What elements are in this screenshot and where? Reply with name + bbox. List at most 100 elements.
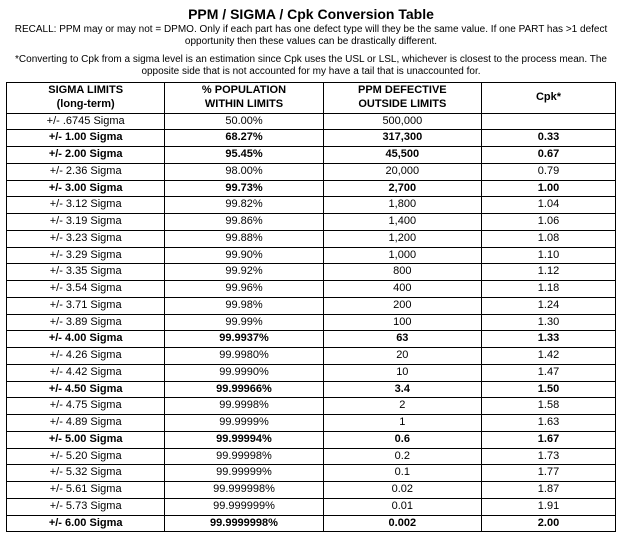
cell-population: 98.00% [165, 163, 323, 180]
cell-population: 99.9998% [165, 398, 323, 415]
cell-sigma: +/- 3.29 Sigma [7, 247, 165, 264]
cell-cpk: 1.08 [481, 230, 615, 247]
col-header-pop-l1: % POPULATION [202, 84, 286, 96]
table-row: +/- 1.00 Sigma68.27%317,3000.33 [7, 130, 616, 147]
cell-ppm: 3.4 [323, 381, 481, 398]
cell-sigma: +/- 4.75 Sigma [7, 398, 165, 415]
table-body: +/- .6745 Sigma50.00%500,000+/- 1.00 Sig… [7, 113, 616, 532]
cell-cpk: 0.79 [481, 163, 615, 180]
cell-ppm: 800 [323, 264, 481, 281]
table-row: +/- 3.23 Sigma99.88%1,2001.08 [7, 230, 616, 247]
table-row: +/- 3.71 Sigma99.98%2001.24 [7, 297, 616, 314]
cell-sigma: +/- 3.89 Sigma [7, 314, 165, 331]
cell-population: 99.9937% [165, 331, 323, 348]
cell-cpk: 1.18 [481, 281, 615, 298]
cell-ppm: 500,000 [323, 113, 481, 130]
cell-ppm: 20 [323, 348, 481, 365]
table-row: +/- 3.89 Sigma99.99%1001.30 [7, 314, 616, 331]
conversion-table-page: PPM / SIGMA / Cpk Conversion Table RECAL… [0, 0, 622, 557]
cell-population: 68.27% [165, 130, 323, 147]
cell-cpk: 1.47 [481, 364, 615, 381]
cell-cpk: 1.87 [481, 482, 615, 499]
cell-population: 99.99994% [165, 431, 323, 448]
cell-sigma: +/- 3.35 Sigma [7, 264, 165, 281]
cell-sigma: +/- 5.20 Sigma [7, 448, 165, 465]
cell-cpk: 1.67 [481, 431, 615, 448]
cell-sigma: +/- 4.26 Sigma [7, 348, 165, 365]
table-row: +/- 4.42 Sigma99.9990%101.47 [7, 364, 616, 381]
conversion-table: SIGMA LIMITS (long-term) % POPULATION WI… [6, 82, 616, 532]
col-header-sigma-l2: (long-term) [57, 98, 115, 110]
cell-ppm: 317,300 [323, 130, 481, 147]
cell-cpk: 0.33 [481, 130, 615, 147]
col-header-cpk: Cpk* [481, 83, 615, 114]
cell-population: 99.73% [165, 180, 323, 197]
table-row: +/- 2.00 Sigma95.45%45,5000.67 [7, 147, 616, 164]
cell-population: 99.99% [165, 314, 323, 331]
table-row: +/- 3.12 Sigma99.82%1,8001.04 [7, 197, 616, 214]
footnote-text: *Converting to Cpk from a sigma level is… [14, 54, 608, 78]
cell-population: 99.88% [165, 230, 323, 247]
cell-cpk: 1.24 [481, 297, 615, 314]
table-row: +/- 4.26 Sigma99.9980%201.42 [7, 348, 616, 365]
cell-cpk: 1.33 [481, 331, 615, 348]
table-row: +/- 5.73 Sigma99.999999%0.011.91 [7, 498, 616, 515]
table-row: +/- 5.00 Sigma99.99994%0.61.67 [7, 431, 616, 448]
table-row: +/- .6745 Sigma50.00%500,000 [7, 113, 616, 130]
cell-cpk: 1.91 [481, 498, 615, 515]
cell-sigma: +/- 5.61 Sigma [7, 482, 165, 499]
table-header-row: SIGMA LIMITS (long-term) % POPULATION WI… [7, 83, 616, 114]
cell-cpk: 1.00 [481, 180, 615, 197]
cell-cpk: 1.73 [481, 448, 615, 465]
cell-population: 99.86% [165, 214, 323, 231]
cell-sigma: +/- 6.00 Sigma [7, 515, 165, 532]
table-row: +/- 2.36 Sigma98.00%20,0000.79 [7, 163, 616, 180]
cell-cpk: 1.06 [481, 214, 615, 231]
cell-population: 99.96% [165, 281, 323, 298]
table-row: +/- 3.00 Sigma99.73%2,7001.00 [7, 180, 616, 197]
cell-ppm: 400 [323, 281, 481, 298]
cell-population: 99.99966% [165, 381, 323, 398]
cell-population: 99.9999% [165, 415, 323, 432]
table-row: +/- 4.75 Sigma99.9998%21.58 [7, 398, 616, 415]
cell-sigma: +/- 5.32 Sigma [7, 465, 165, 482]
cell-population: 99.82% [165, 197, 323, 214]
cell-population: 99.9990% [165, 364, 323, 381]
cell-sigma: +/- 3.00 Sigma [7, 180, 165, 197]
cell-ppm: 2,700 [323, 180, 481, 197]
table-row: +/- 3.35 Sigma99.92%8001.12 [7, 264, 616, 281]
table-row: +/- 3.19 Sigma99.86%1,4001.06 [7, 214, 616, 231]
cell-population: 99.9980% [165, 348, 323, 365]
table-row: +/- 3.29 Sigma99.90%1,0001.10 [7, 247, 616, 264]
cell-cpk: 0.67 [481, 147, 615, 164]
cell-cpk: 1.42 [481, 348, 615, 365]
cell-ppm: 0.02 [323, 482, 481, 499]
col-header-sigma-l1: SIGMA LIMITS [48, 84, 123, 96]
col-header-ppm: PPM DEFECTIVE OUTSIDE LIMITS [323, 83, 481, 114]
cell-ppm: 2 [323, 398, 481, 415]
col-header-sigma: SIGMA LIMITS (long-term) [7, 83, 165, 114]
cell-sigma: +/- .6745 Sigma [7, 113, 165, 130]
cell-cpk: 1.10 [481, 247, 615, 264]
col-header-pop-l2: WITHIN LIMITS [205, 98, 283, 110]
cell-sigma: +/- 2.36 Sigma [7, 163, 165, 180]
cell-sigma: +/- 4.00 Sigma [7, 331, 165, 348]
col-header-population: % POPULATION WITHIN LIMITS [165, 83, 323, 114]
cell-sigma: +/- 3.12 Sigma [7, 197, 165, 214]
cell-cpk: 1.12 [481, 264, 615, 281]
col-header-ppm-l1: PPM DEFECTIVE [358, 84, 447, 96]
cell-sigma: +/- 1.00 Sigma [7, 130, 165, 147]
table-row: +/- 5.20 Sigma99.99998%0.21.73 [7, 448, 616, 465]
col-header-ppm-l2: OUTSIDE LIMITS [358, 98, 446, 110]
cell-cpk: 1.30 [481, 314, 615, 331]
cell-ppm: 0.1 [323, 465, 481, 482]
cell-ppm: 1,200 [323, 230, 481, 247]
cell-population: 99.99999% [165, 465, 323, 482]
cell-ppm: 45,500 [323, 147, 481, 164]
cell-ppm: 1 [323, 415, 481, 432]
cell-population: 99.92% [165, 264, 323, 281]
table-row: +/- 3.54 Sigma99.96%4001.18 [7, 281, 616, 298]
cell-ppm: 0.6 [323, 431, 481, 448]
table-row: +/- 4.00 Sigma99.9937%631.33 [7, 331, 616, 348]
cell-sigma: +/- 3.71 Sigma [7, 297, 165, 314]
